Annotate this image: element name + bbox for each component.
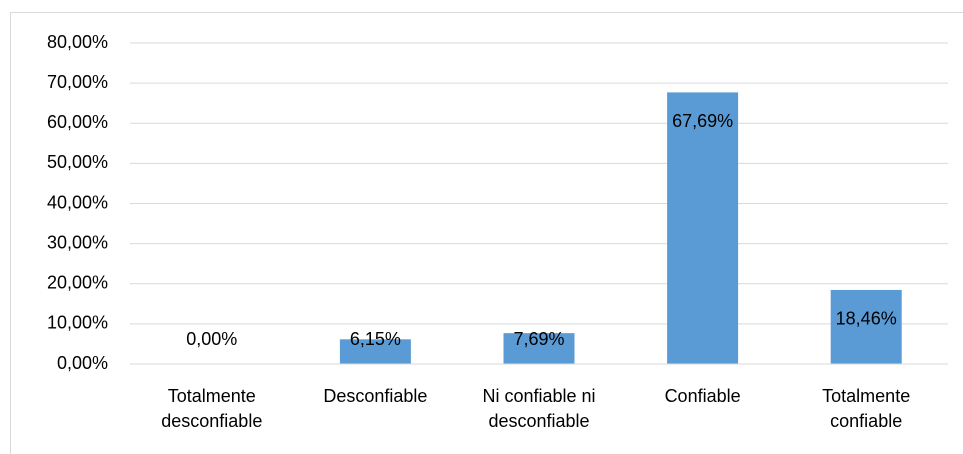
bar xyxy=(339,339,411,364)
bar xyxy=(830,289,902,364)
bar xyxy=(503,333,575,364)
chart-border xyxy=(10,12,963,454)
data-label: 18,46% xyxy=(836,309,897,329)
y-tick-label: 40,00% xyxy=(47,192,108,212)
x-tick-label: Totalmente desconfiable xyxy=(161,386,263,431)
bar xyxy=(667,92,739,365)
x-tick-label: Totalmente confiable xyxy=(822,386,911,431)
y-tick-label: 30,00% xyxy=(47,232,108,252)
data-label: 0,00% xyxy=(186,329,237,349)
y-tick-label: 80,00% xyxy=(47,32,108,52)
data-label: 67,69% xyxy=(672,111,733,131)
data-label: 7,69% xyxy=(513,329,564,349)
x-tick-label: Confiable xyxy=(664,386,741,406)
y-tick-label: 10,00% xyxy=(47,313,108,333)
y-tick-label: 50,00% xyxy=(47,152,108,172)
data-label: 6,15% xyxy=(350,329,401,349)
y-tick-label: 70,00% xyxy=(47,72,108,92)
y-tick-label: 0,00% xyxy=(57,353,108,373)
x-tick-label: Ni confiable ni desconfiable xyxy=(482,386,596,431)
x-tick-label: Desconfiable xyxy=(323,386,428,406)
y-tick-label: 60,00% xyxy=(47,112,108,132)
y-tick-label: 20,00% xyxy=(47,273,108,293)
